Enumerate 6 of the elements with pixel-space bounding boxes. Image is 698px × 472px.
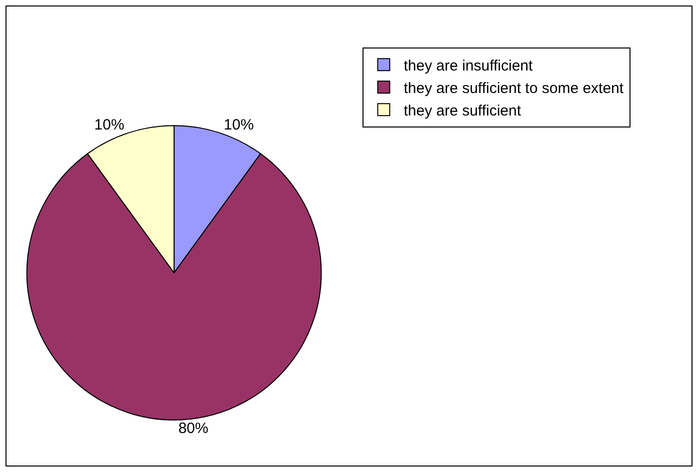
legend-label: they are sufficient to some extent bbox=[404, 80, 624, 97]
data-label: 10% bbox=[224, 116, 254, 134]
data-label: 10% bbox=[94, 116, 124, 134]
legend-label: they are insufficient bbox=[404, 58, 534, 74]
legend-label: they are sufficient bbox=[404, 102, 522, 120]
data-label: 80% bbox=[178, 420, 208, 437]
